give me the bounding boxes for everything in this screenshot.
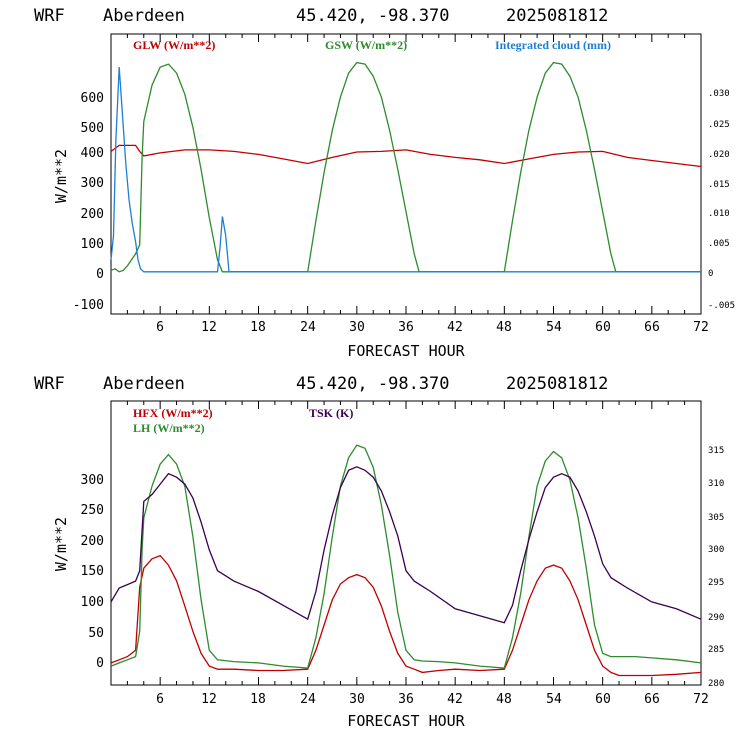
x-tick-label: 24 <box>300 320 316 335</box>
x-tick-label: 24 <box>300 692 316 707</box>
x-tick-label: 12 <box>201 692 217 707</box>
y-tick-label: 200 <box>81 534 104 549</box>
x-tick-label: 6 <box>156 692 164 707</box>
y-axis-title: W/m**2 <box>52 517 70 571</box>
y2-tick-label: 0 <box>708 269 713 279</box>
x-tick-label: 66 <box>644 692 660 707</box>
y-axis-title: W/m**2 <box>52 149 70 203</box>
right-tick-labels: 280 285 290 295 300 305 310 315 <box>708 446 724 689</box>
x-tick-label: 30 <box>349 692 365 707</box>
y-tick-label: 0 <box>96 656 104 671</box>
y2-tick-label: 310 <box>708 479 724 489</box>
y2-tick-label: 305 <box>708 513 724 523</box>
y-tick-label: 300 <box>81 176 104 191</box>
y-tick-label: 200 <box>81 207 104 222</box>
plot-frame <box>110 400 702 686</box>
series-line-integrated <box>110 67 701 273</box>
series-line-hfx <box>110 554 702 677</box>
y2-tick-label: -.005 <box>708 301 735 311</box>
series-group <box>110 444 702 677</box>
x-tick-label: 18 <box>250 320 266 335</box>
y2-tick-label: .005 <box>708 239 730 249</box>
y2-tick-label: 295 <box>708 578 724 588</box>
y-tick-label: 600 <box>81 91 104 106</box>
y2-tick-label: .010 <box>708 209 730 219</box>
x-tick-label: 72 <box>693 320 709 335</box>
legend-tsk: TSK (K) <box>309 406 353 420</box>
y2-tick-label: 315 <box>708 446 724 456</box>
x-tick-label: 66 <box>644 320 660 335</box>
coords-label: 45.420, -98.370 <box>296 374 450 394</box>
left-tick-labels: 0 50 100 150 200 250 300 <box>81 473 104 671</box>
y-tick-label: 250 <box>81 503 104 518</box>
y-tick-label: 400 <box>81 146 104 161</box>
coords-label: 45.420, -98.370 <box>296 6 450 26</box>
station-label: Aberdeen <box>103 6 185 26</box>
panel-radiation: WRF Aberdeen 45.420, -98.370 2025081812 … <box>34 6 735 360</box>
x-tick-label: 12 <box>201 320 217 335</box>
series-line-tsk <box>110 466 702 624</box>
x-axis-title: FORECAST HOUR <box>347 712 465 730</box>
legend-hfx: HFX (W/m**2) <box>133 406 213 420</box>
left-tick-labels: -100 0 100 200 300 400 500 600 <box>73 91 104 313</box>
y-tick-label: 150 <box>81 564 104 579</box>
x-tick-label: 36 <box>398 320 414 335</box>
station-label: Aberdeen <box>103 374 185 394</box>
panel-fluxes: WRF Aberdeen 45.420, -98.370 2025081812 … <box>34 374 724 730</box>
legend-gsw: GSW (W/m**2) <box>325 38 407 52</box>
y2-tick-label: 280 <box>708 679 724 689</box>
y-tick-label: 300 <box>81 473 104 488</box>
run-label: 2025081812 <box>506 6 608 26</box>
y2-tick-label: .020 <box>708 150 730 160</box>
x-tick-label: 48 <box>496 692 512 707</box>
x-tick-label: 30 <box>349 320 365 335</box>
series-group <box>110 61 702 273</box>
series-line-lh <box>110 444 702 669</box>
y-tick-label: 0 <box>96 267 104 282</box>
x-tick-label: 48 <box>496 320 512 335</box>
model-label: WRF <box>34 6 65 26</box>
x-tick-labels: 6 12 18 24 30 36 42 48 54 60 66 72 <box>156 320 709 335</box>
axis-ticks <box>110 34 702 314</box>
legend-lh: LH (W/m**2) <box>133 421 205 435</box>
x-tick-label: 42 <box>447 692 463 707</box>
y2-tick-label: .025 <box>708 120 730 130</box>
y-tick-label: 50 <box>88 626 104 641</box>
run-label: 2025081812 <box>506 374 608 394</box>
x-tick-label: 60 <box>595 320 611 335</box>
y-tick-label: 500 <box>81 121 104 136</box>
y2-tick-label: .015 <box>708 180 730 190</box>
x-tick-label: 60 <box>595 692 611 707</box>
y-tick-label: 100 <box>81 237 104 252</box>
x-tick-labels: 6 12 18 24 30 36 42 48 54 60 66 72 <box>156 692 709 707</box>
legend-cloud: Integrated cloud (mm) <box>495 38 611 52</box>
legend-glw: GLW (W/m**2) <box>133 38 215 52</box>
y2-tick-label: 300 <box>708 545 724 555</box>
series-line-gsw <box>110 61 701 273</box>
x-tick-label: 54 <box>546 692 562 707</box>
x-axis-title: FORECAST HOUR <box>347 342 465 360</box>
y2-tick-label: 290 <box>708 613 724 623</box>
x-tick-label: 42 <box>447 320 463 335</box>
y2-tick-label: 285 <box>708 645 724 655</box>
x-tick-label: 72 <box>693 692 709 707</box>
x-tick-label: 18 <box>250 692 266 707</box>
x-tick-label: 36 <box>398 692 414 707</box>
y-tick-label: 100 <box>81 595 104 610</box>
x-tick-label: 54 <box>546 320 562 335</box>
x-tick-label: 6 <box>156 320 164 335</box>
right-tick-labels: -.005 0 .005 .010 .015 .020 .025 .030 <box>708 89 735 311</box>
model-label: WRF <box>34 374 65 394</box>
y2-tick-label: .030 <box>708 89 730 99</box>
axis-ticks <box>110 401 702 685</box>
y-tick-label: -100 <box>73 298 104 313</box>
